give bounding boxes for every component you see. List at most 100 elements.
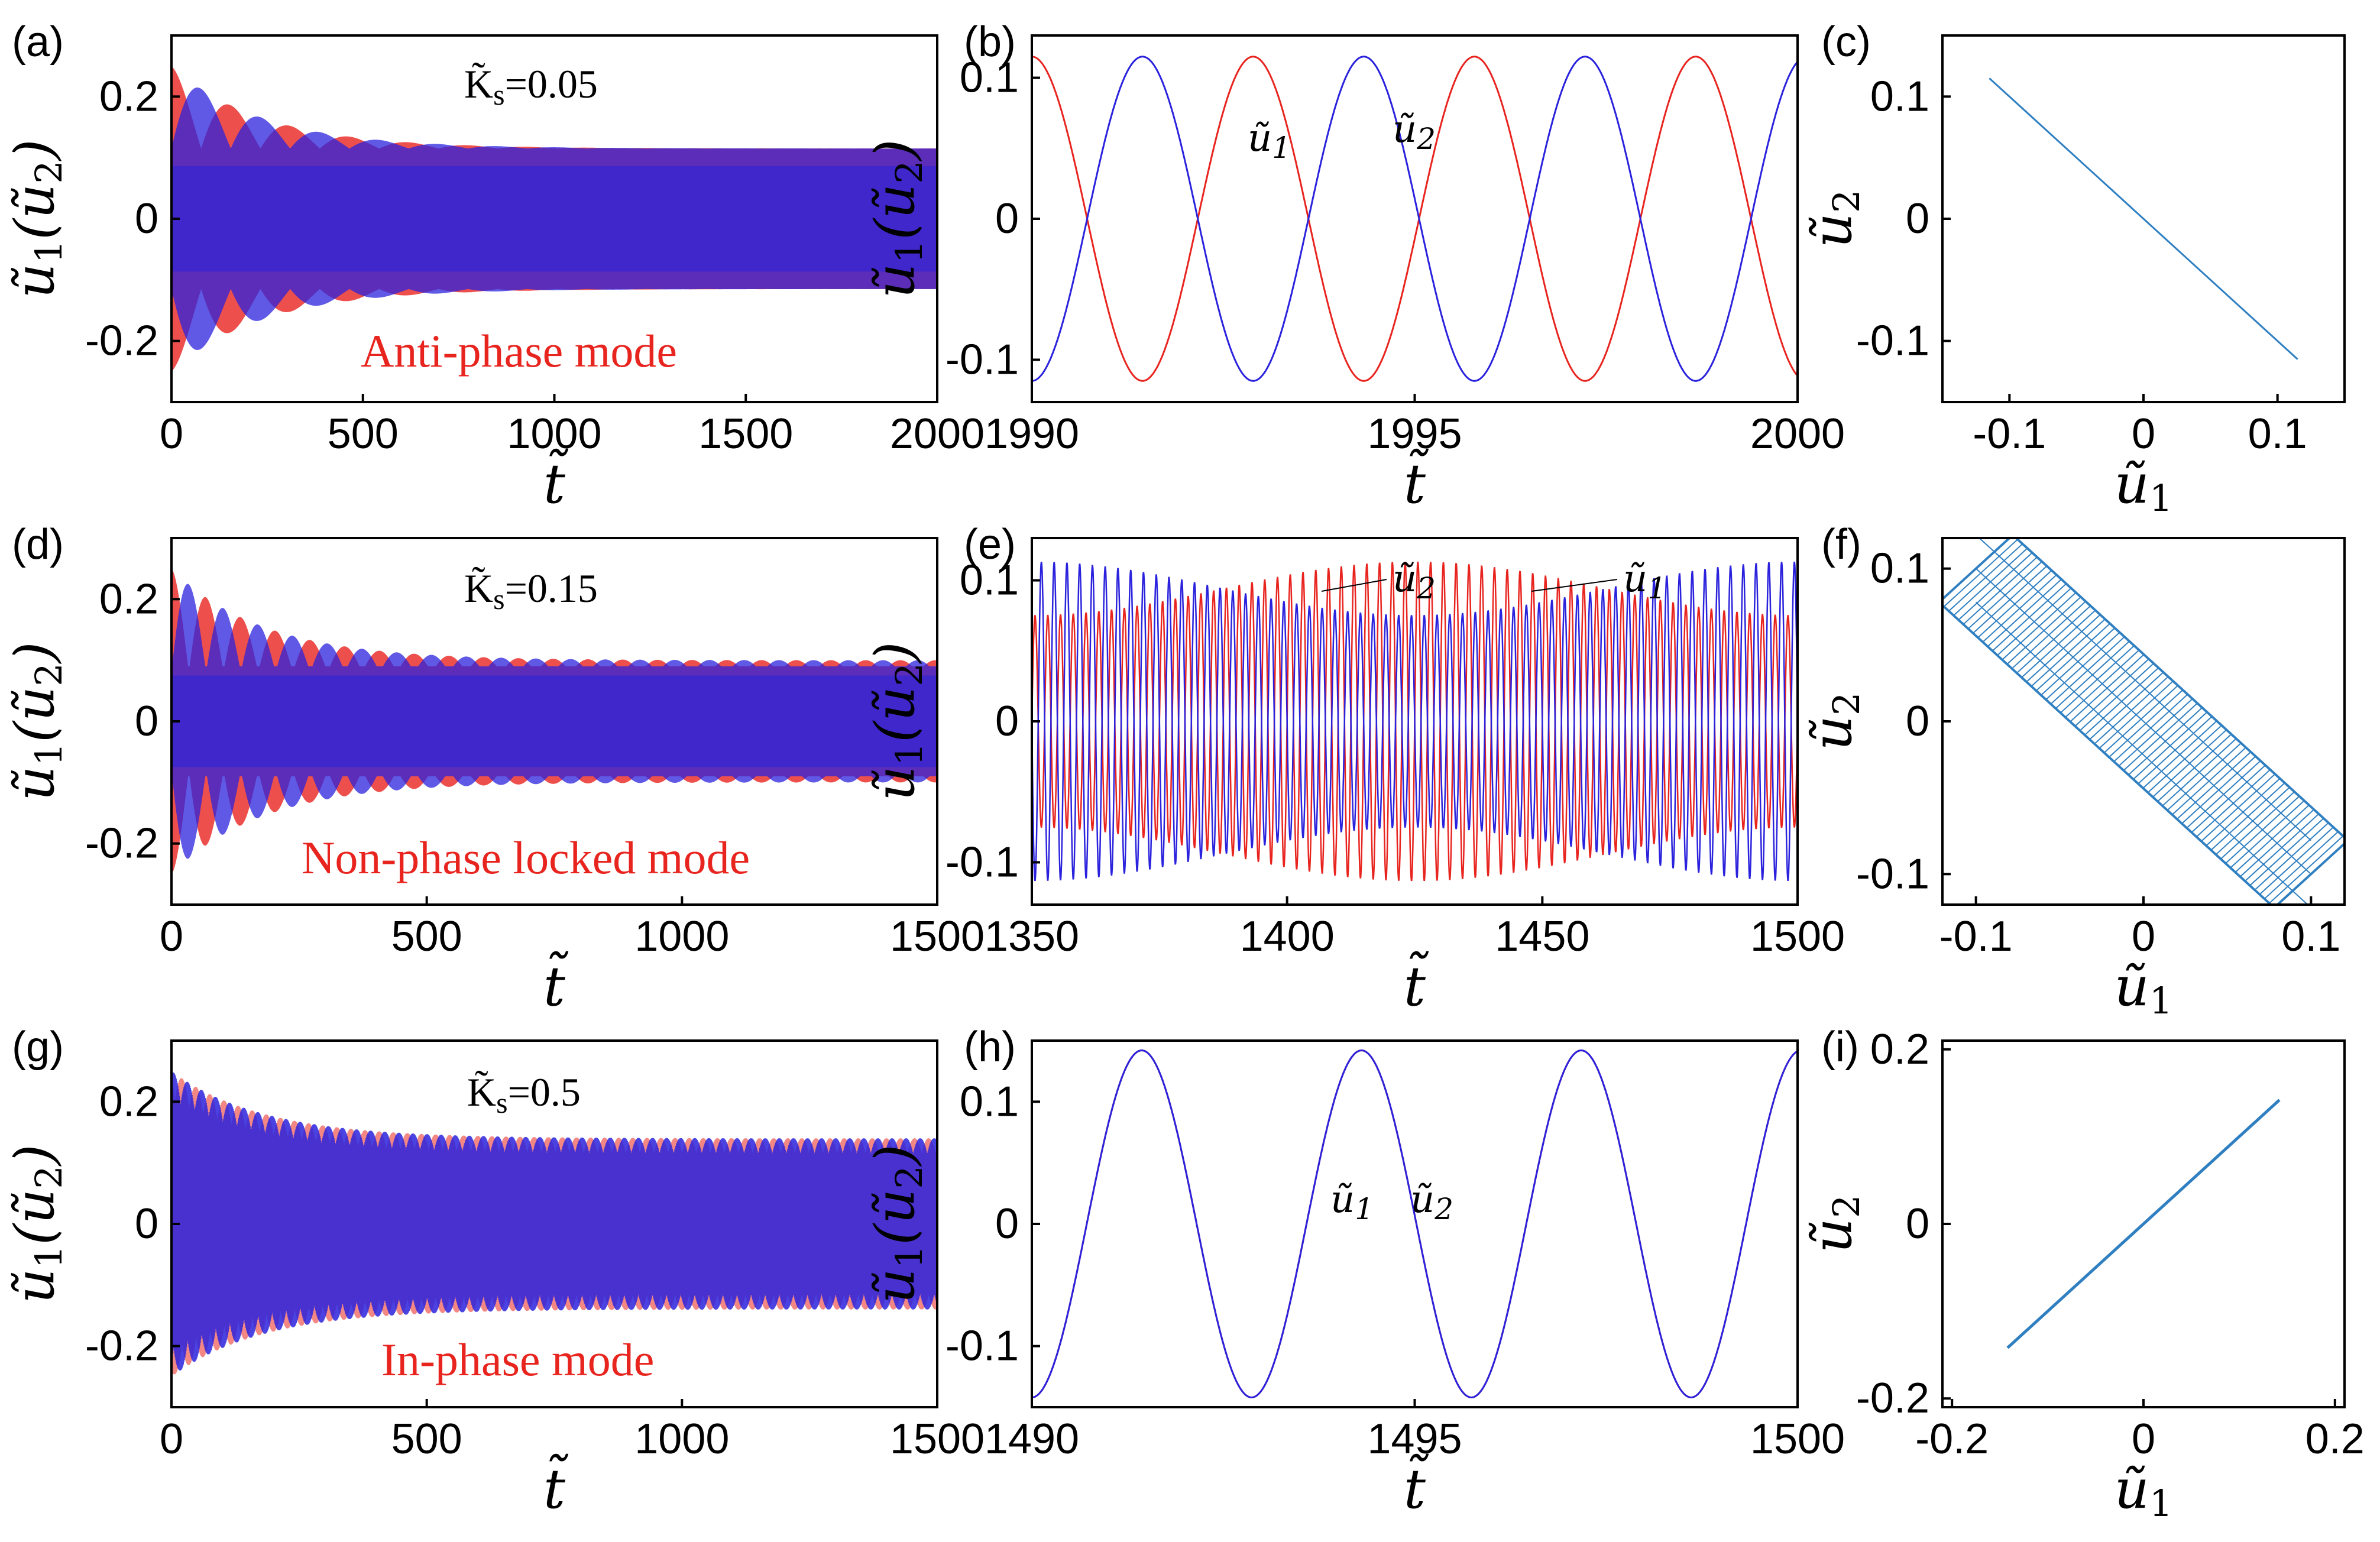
y-tick-label-d: 0.2 (99, 575, 158, 623)
x-tick-label-f: -0.1 (1939, 913, 2013, 960)
series-line-b-1 (1032, 56, 1798, 382)
x-tick-label-h: 1500 (1750, 1415, 1845, 1463)
y-tick-label-b: -0.1 (945, 336, 1019, 383)
y-tick-label-e: -0.1 (945, 838, 1019, 886)
y-tick-label-a: 0.2 (99, 73, 158, 120)
plot-area-b (1032, 56, 1798, 382)
x-tick-label-g: 0 (160, 1415, 183, 1463)
plot-area-h (1032, 1049, 1798, 1399)
y-tick-label-g: -0.2 (85, 1323, 158, 1370)
y-tick-label-g: 0 (135, 1200, 158, 1248)
x-axis-label-f: ũ1 (2115, 955, 2173, 1022)
y-tick-label-b: 0.1 (960, 54, 1019, 102)
x-tick-label-c: 0.1 (2248, 410, 2307, 458)
panel-label-c: (c) (1821, 18, 1871, 66)
x-tick-label-e: 1450 (1495, 913, 1589, 960)
phase-long-line-f (1975, 568, 2312, 875)
panel-label-g: (g) (12, 1023, 64, 1071)
x-tick-label-d: 0 (160, 913, 183, 960)
panel-label-e: (e) (964, 521, 1016, 568)
plot-area-c (1989, 77, 2298, 360)
x-axis-label-e: t̃ (1404, 951, 1429, 1018)
series-core-a (171, 166, 937, 272)
x-tick-label-b: 1990 (985, 410, 1079, 458)
series-core-d (171, 675, 937, 767)
x-tick-label-a: 1000 (507, 410, 601, 458)
y-tick-label-c: 0.1 (1870, 73, 1929, 120)
phase-long-line-f (1978, 538, 2312, 841)
plot-area-g (171, 1072, 937, 1375)
panel-label-d: (d) (12, 521, 64, 568)
x-axis-label-h: t̃ (1404, 1453, 1429, 1521)
y-axis-label-h: ũ1(ũ2) (863, 1144, 931, 1303)
annotation-e-u2-leader (1321, 579, 1387, 592)
mode-label-d: Non-phase locked mode (302, 832, 750, 883)
y-tick-label-h: 0 (995, 1200, 1019, 1248)
x-tick-label-e: 1350 (985, 913, 1079, 960)
plot-area-e (1032, 561, 1798, 882)
x-tick-label-b: 2000 (1750, 410, 1845, 458)
series-line-h-1 (1032, 1049, 1798, 1399)
y-tick-label-c: -0.1 (1856, 318, 1929, 365)
y-tick-label-d: 0 (135, 698, 158, 745)
y-tick-label-d: -0.2 (85, 820, 158, 867)
y-tick-label-i: 0 (1906, 1200, 1929, 1248)
x-tick-label-b: 1995 (1367, 410, 1462, 458)
ks-label-g: K̃s=0.5 (467, 1070, 581, 1119)
panel-label-f: (f) (1821, 521, 1861, 568)
x-tick-label-a: 2000 (890, 410, 985, 458)
x-axis-label-a: t̃ (543, 448, 569, 516)
x-tick-label-h: 1490 (985, 1415, 1079, 1463)
mode-label-a: Anti-phase mode (361, 325, 677, 377)
series-line-g-2 (171, 1072, 937, 1371)
y-axis-label-c: ũ2 (1801, 190, 1868, 248)
x-tick-label-g: 500 (391, 1415, 462, 1463)
y-axis-label-a: ũ1(ũ2) (3, 139, 70, 298)
ks-label-a: K̃s=0.05 (464, 61, 598, 111)
annotation-h-u1: ũ1 (1330, 1178, 1374, 1226)
x-tick-label-a: 1500 (698, 410, 793, 458)
x-tick-label-a: 500 (328, 410, 399, 458)
phase-line-c (1989, 77, 2298, 360)
y-tick-label-g: 0.2 (99, 1078, 158, 1125)
y-tick-label-h: -0.1 (945, 1323, 1019, 1370)
plot-area-d (171, 568, 937, 874)
x-tick-label-h: 1495 (1367, 1415, 1462, 1463)
x-tick-label-g: 1000 (634, 1415, 729, 1463)
y-axis-label-b: ũ1(ũ2) (863, 139, 931, 298)
x-tick-label-c: 0 (2132, 410, 2155, 458)
y-tick-label-f: -0.1 (1856, 850, 1929, 898)
y-tick-label-b: 0 (995, 195, 1019, 242)
y-tick-label-i: -0.2 (1856, 1375, 1929, 1422)
x-tick-label-i: 0 (2132, 1415, 2155, 1463)
x-tick-label-f: 0.1 (2281, 913, 2340, 960)
y-tick-label-e: 0.1 (960, 557, 1019, 604)
x-tick-label-a: 0 (160, 410, 183, 458)
series-line-b-2 (1032, 56, 1798, 382)
x-axis-label-g: t̃ (543, 1453, 569, 1521)
annotation-h-u2: ũ2 (1410, 1178, 1453, 1226)
axes-frame-b (1031, 34, 1799, 403)
annotation-b-u2: ũ2 (1393, 108, 1436, 156)
x-tick-label-d: 1000 (634, 913, 729, 960)
y-tick-label-c: 0 (1906, 195, 1929, 242)
axes-frame-h (1031, 1039, 1799, 1408)
axes-layer: 0 500 1000 1500 2000-0.200.2t̃ũ1(ũ2)1990 1995… (3, 34, 2365, 1525)
phase-band-outline-f (1942, 538, 2345, 905)
panel-label-i: (i) (1821, 1023, 1859, 1071)
plot-area-a (171, 66, 937, 372)
phase-long-line-f (1975, 601, 2309, 905)
mode-label-g: In-phase mode (381, 1334, 654, 1385)
y-tick-label-h: 0.1 (960, 1078, 1019, 1125)
x-tick-label-d: 1500 (890, 913, 985, 960)
x-tick-label-d: 500 (391, 913, 462, 960)
y-tick-label-a: -0.2 (85, 318, 158, 365)
x-tick-label-g: 1500 (890, 1415, 985, 1463)
y-tick-label-e: 0 (995, 698, 1019, 745)
y-tick-label-f: 0 (1906, 698, 1929, 745)
annotation-e-u2: ũ2 (1393, 557, 1436, 605)
panel-label-h: (h) (964, 1023, 1016, 1071)
annotation-e-u1-leader (1531, 579, 1618, 592)
series-line-e-2 (1032, 561, 1798, 882)
